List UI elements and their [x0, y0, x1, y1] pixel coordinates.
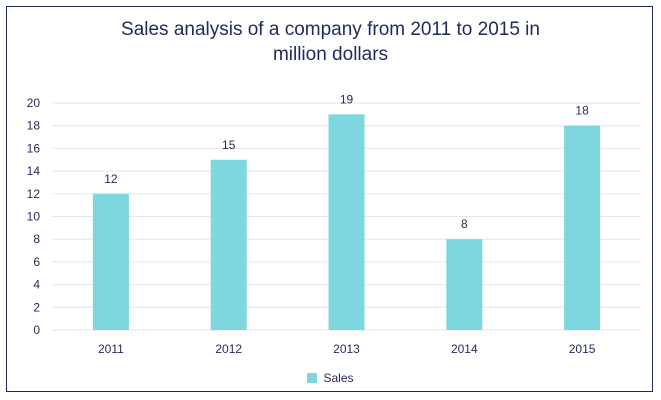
data-label-2012: 15: [222, 138, 236, 152]
bar-2014: [446, 239, 483, 330]
y-tick-label: 6: [33, 255, 40, 269]
chart-title-line-1: Sales analysis of a company from 2011 to…: [121, 19, 540, 40]
y-tick-label: 4: [33, 278, 40, 292]
data-label-2011: 12: [104, 172, 118, 186]
x-tick-label: 2011: [98, 342, 124, 356]
data-label-2014: 8: [461, 217, 468, 231]
legend: Sales: [0, 371, 661, 385]
y-axis: 0 2 4 6 8 10 12 14 16 18 20: [27, 96, 41, 337]
x-tick-label: 2015: [569, 342, 596, 356]
x-tick-label: 2012: [215, 342, 242, 356]
bar-2015: [564, 125, 601, 330]
data-label-2013: 19: [340, 92, 354, 106]
y-tick-label: 8: [33, 232, 40, 246]
bar-2011: [92, 193, 129, 330]
y-tick-label: 18: [27, 119, 41, 133]
x-tick-label: 2014: [451, 342, 478, 356]
y-tick-label: 20: [27, 96, 41, 110]
data-label-2015: 18: [575, 104, 589, 118]
chart-title: Sales analysis of a company from 2011 to…: [0, 17, 661, 67]
bar-2013: [328, 114, 365, 330]
y-tick-label: 2: [33, 300, 40, 314]
y-tick-label: 10: [27, 210, 41, 224]
x-tick-label: 2013: [333, 342, 360, 356]
legend-swatch-sales: [307, 373, 318, 383]
y-tick-label: 0: [33, 323, 40, 337]
y-tick-label: 14: [27, 164, 41, 178]
y-tick-label: 12: [27, 187, 41, 201]
bars: 12 15 19 8 18: [92, 92, 601, 330]
chart-title-line-2: million dollars: [272, 44, 389, 65]
y-tick-label: 16: [27, 141, 41, 155]
bar-2012: [210, 159, 247, 330]
legend-label-sales: Sales: [323, 371, 354, 385]
x-axis: 2011 2012 2013 2014 2015: [98, 342, 596, 356]
